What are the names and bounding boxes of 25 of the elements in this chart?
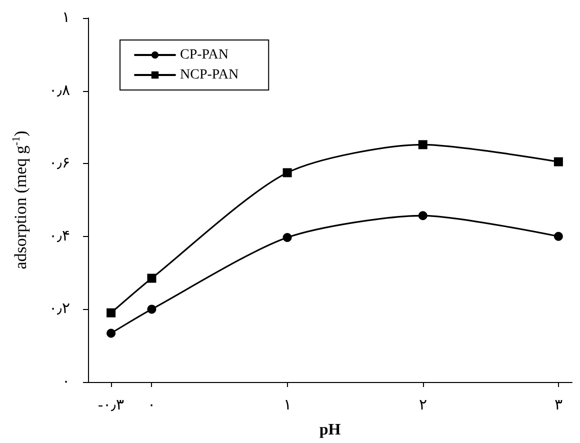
point: [418, 140, 428, 150]
y-tick-label: ۱: [62, 10, 70, 26]
legend-label: NCP-PAN: [180, 68, 239, 82]
y-tick-label: ۰٫۲: [49, 301, 70, 318]
point: [282, 168, 292, 178]
y-tick-label: ۰٫۸: [49, 82, 70, 99]
point: [554, 157, 563, 166]
point: [554, 232, 563, 241]
x-tick-label: ۱: [283, 398, 292, 414]
x-tick-label: ۳: [554, 398, 562, 414]
point: [106, 328, 116, 338]
point: [282, 232, 292, 242]
x-axis-title: pH: [319, 422, 342, 438]
y-axis-title: adsorption (meq g-1): [10, 130, 30, 270]
y-tick-label: ۰: [62, 374, 70, 390]
x-tick-label: ۲: [418, 398, 427, 414]
x-tick-label: -۰٫۳: [98, 398, 124, 414]
point: [147, 304, 156, 314]
point: [106, 308, 116, 318]
y-tick-label: ۰٫۶: [49, 156, 70, 172]
x-tick-label: ۰: [148, 398, 156, 414]
point: [418, 211, 428, 220]
legend-label: CP-PAN: [180, 48, 229, 62]
y-tick-label: ۰٫۴: [49, 228, 70, 244]
point: [147, 274, 156, 283]
